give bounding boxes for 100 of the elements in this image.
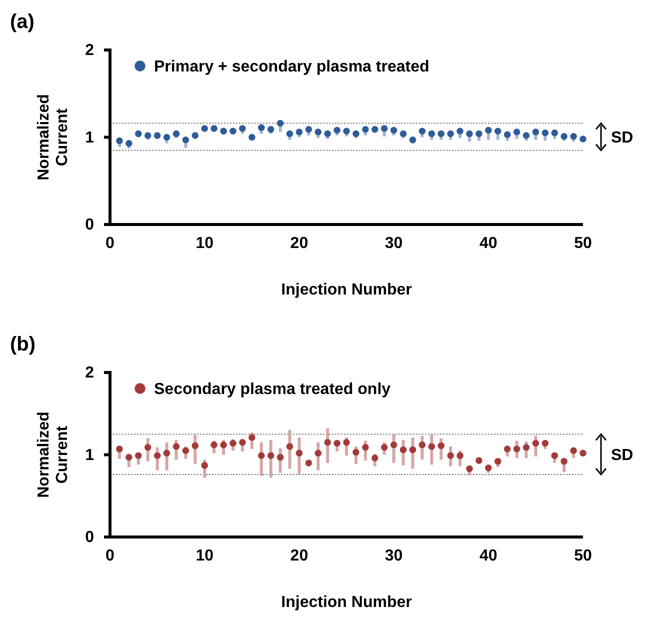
y-tick-label: 1 (85, 129, 94, 146)
text: SD (611, 446, 634, 464)
point (192, 132, 199, 139)
point (352, 448, 360, 456)
point (456, 128, 464, 135)
point (400, 446, 407, 454)
point (116, 137, 123, 144)
point (154, 132, 161, 139)
point (456, 452, 464, 459)
point (334, 440, 340, 447)
point (134, 452, 142, 459)
point (362, 444, 369, 451)
point (276, 120, 284, 127)
point (560, 458, 568, 465)
point (513, 446, 520, 452)
point (400, 130, 407, 138)
point (466, 130, 473, 138)
point (324, 439, 331, 446)
y-tick-label: 2 (85, 364, 94, 382)
y-tick-label: 2 (85, 42, 94, 60)
point (192, 442, 199, 450)
point (494, 458, 502, 465)
point (551, 452, 558, 459)
point (286, 443, 294, 450)
x-tick-label: 40 (480, 234, 498, 252)
text: SD (611, 129, 634, 146)
point (371, 454, 378, 462)
point (239, 439, 246, 446)
x-tick-label: 0 (106, 547, 115, 564)
point (276, 454, 284, 461)
point (447, 130, 454, 138)
y-tick-label: 0 (85, 529, 94, 546)
point (580, 450, 586, 456)
point (570, 447, 577, 454)
point (248, 434, 256, 441)
point (116, 446, 123, 452)
x-tick-label: 30 (384, 547, 403, 564)
point (390, 126, 398, 134)
chart-title: (a) (10, 11, 34, 33)
y-tick-label: 1 (85, 446, 94, 464)
x-tick-label: 50 (574, 234, 592, 252)
point (296, 450, 303, 456)
point (258, 452, 265, 459)
y-axis-title: Normalized Current (35, 412, 71, 498)
point (522, 444, 530, 451)
point (380, 444, 388, 451)
point (476, 130, 482, 138)
x-tick-label: 30 (384, 234, 403, 252)
point (494, 128, 502, 135)
point (267, 452, 274, 459)
point (201, 125, 208, 132)
point (343, 439, 350, 446)
point (230, 128, 236, 135)
x-tick-label: 40 (480, 547, 498, 564)
point (390, 442, 398, 448)
point (172, 443, 180, 450)
y-tick-label: 0 (85, 216, 94, 234)
point (210, 125, 218, 132)
point (201, 462, 208, 469)
point (418, 128, 426, 135)
x-tick-label: 10 (196, 234, 214, 252)
point (296, 128, 303, 136)
point (334, 126, 340, 134)
point (163, 450, 170, 456)
point (286, 130, 294, 138)
point (144, 132, 152, 139)
x-tick-label: 0 (106, 234, 115, 252)
point (220, 442, 227, 448)
point (362, 126, 369, 133)
point (126, 140, 132, 147)
point (522, 132, 530, 139)
point (126, 454, 132, 461)
point (239, 125, 246, 132)
point (532, 440, 540, 447)
point (324, 130, 331, 138)
x-tick-label: 10 (196, 547, 214, 564)
point (343, 128, 350, 135)
point (305, 126, 312, 133)
point (418, 442, 426, 448)
point (438, 130, 444, 138)
chart-title: (b) (10, 334, 36, 356)
x-axis-title: Injection Number (281, 594, 412, 611)
point (570, 133, 577, 140)
point (230, 440, 236, 447)
point (409, 136, 416, 144)
point (428, 443, 436, 450)
y-axis-title: Normalized Current (35, 94, 71, 180)
point (438, 442, 444, 450)
point (485, 126, 492, 134)
point (560, 133, 568, 140)
point (182, 136, 190, 144)
point (371, 126, 378, 133)
point (513, 128, 520, 136)
point (267, 126, 274, 133)
point (542, 130, 549, 136)
point (154, 452, 161, 459)
legend-label: Secondary plasma treated only (154, 381, 391, 398)
point (182, 447, 190, 454)
point (220, 128, 227, 135)
point (352, 130, 360, 138)
